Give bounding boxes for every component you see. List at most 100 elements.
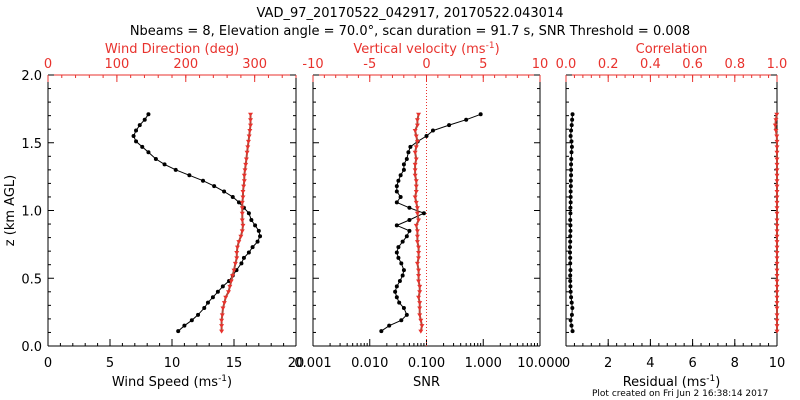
data-point xyxy=(774,162,780,167)
data-point xyxy=(246,211,251,216)
data-point xyxy=(774,211,780,216)
data-point xyxy=(401,167,406,172)
data-point xyxy=(570,117,575,122)
x-top-tick-label: -10 xyxy=(302,57,323,72)
data-point xyxy=(408,144,413,149)
data-point xyxy=(774,223,780,228)
data-point xyxy=(774,112,780,117)
data-point xyxy=(416,256,422,261)
data-point xyxy=(570,306,575,311)
series-line xyxy=(220,114,252,332)
data-point xyxy=(414,123,420,128)
series-line xyxy=(569,114,573,332)
x-bottom-axis-title-text: SNR xyxy=(413,375,440,390)
data-point xyxy=(379,329,384,334)
data-point xyxy=(413,179,419,184)
series-line xyxy=(774,114,778,332)
y-tick-label: 2.0 xyxy=(21,69,42,84)
data-point xyxy=(239,229,245,234)
data-point xyxy=(230,194,235,199)
data-point xyxy=(774,256,780,261)
data-point xyxy=(774,274,780,279)
data-point xyxy=(231,268,237,273)
data-point xyxy=(569,162,574,167)
x-bottom-axis-title: Residual (ms-1) xyxy=(623,374,721,390)
data-point xyxy=(241,173,247,178)
x-bottom-tick-label: 0 xyxy=(562,356,570,371)
x-bottom-axis-title: Wind Speed (ms-1) xyxy=(112,374,232,390)
data-point xyxy=(146,150,151,155)
data-point xyxy=(220,306,226,311)
data-point xyxy=(570,112,575,117)
data-point xyxy=(774,301,780,306)
data-point xyxy=(140,144,145,149)
data-point xyxy=(568,211,573,216)
x-bottom-axis-title-text: Residual (ms xyxy=(623,375,707,390)
data-point xyxy=(568,184,573,189)
data-point xyxy=(400,239,405,244)
panel-residual-correlation: 0 2 4 6 8 10 0.0 0.2 0.4 0.6 0.8 1.0 Residual (ms-1)… xyxy=(556,42,788,390)
data-point xyxy=(394,223,399,228)
data-point xyxy=(414,211,420,216)
data-point xyxy=(568,278,573,283)
data-point xyxy=(398,173,403,178)
data-point xyxy=(173,167,178,172)
data-point xyxy=(240,190,246,195)
data-point xyxy=(399,261,404,266)
x-top-tick-label: 0.6 xyxy=(682,57,703,72)
data-point xyxy=(568,200,573,205)
data-point xyxy=(239,206,245,211)
data-point xyxy=(568,250,573,255)
data-point xyxy=(414,240,420,245)
data-point xyxy=(227,284,233,289)
data-point xyxy=(404,234,409,239)
data-point xyxy=(394,189,399,194)
data-point xyxy=(219,313,225,318)
data-point xyxy=(396,245,401,250)
data-point xyxy=(249,217,254,222)
data-point xyxy=(568,189,573,194)
data-point xyxy=(568,205,573,210)
data-point xyxy=(774,173,780,178)
y-tick-label: 1.5 xyxy=(21,137,42,152)
data-point xyxy=(258,234,263,239)
data-point xyxy=(414,139,420,144)
data-point xyxy=(416,251,422,256)
data-point xyxy=(219,329,225,334)
data-point xyxy=(240,195,246,200)
data-point xyxy=(413,184,419,189)
data-point xyxy=(414,118,420,123)
data-point xyxy=(212,184,217,189)
x-top-axis-title: Wind Direction (deg) xyxy=(105,42,239,57)
x-bottom-tick-label: 2 xyxy=(604,356,612,371)
data-point xyxy=(568,133,573,138)
figure-title-line2: Nbeams = 8, Elevation angle = 70.0°, sca… xyxy=(130,24,690,39)
data-point xyxy=(236,240,242,245)
data-point xyxy=(228,279,234,284)
data-point xyxy=(394,284,399,289)
data-point xyxy=(419,324,425,329)
data-point xyxy=(240,223,246,228)
data-point xyxy=(417,290,423,295)
data-point xyxy=(394,200,399,205)
data-point xyxy=(568,178,573,183)
data-point xyxy=(239,261,244,266)
x-bottom-tick-label: 8 xyxy=(731,356,739,371)
data-point xyxy=(234,251,240,256)
data-point xyxy=(447,123,452,128)
series-wind-speed xyxy=(131,112,263,334)
x-top-tick-label: 1.0 xyxy=(767,57,788,72)
data-point xyxy=(414,234,420,239)
data-point xyxy=(230,274,236,279)
x-top-axis-title: Vertical velocity (ms-1) xyxy=(353,41,499,57)
panel-wind: 0.00.51.01.52.0z (km AGL)0 5 10 15 200 100 200… xyxy=(3,42,304,390)
x-bottom-tick-label: 10 xyxy=(164,356,181,371)
data-point xyxy=(396,255,401,260)
x-top-tick-label: 10 xyxy=(532,57,549,72)
x-bottom-axis-title-sup: -1 xyxy=(218,374,227,384)
data-point xyxy=(569,323,574,328)
data-point xyxy=(412,129,418,134)
data-point xyxy=(202,306,207,311)
data-point xyxy=(569,128,574,133)
